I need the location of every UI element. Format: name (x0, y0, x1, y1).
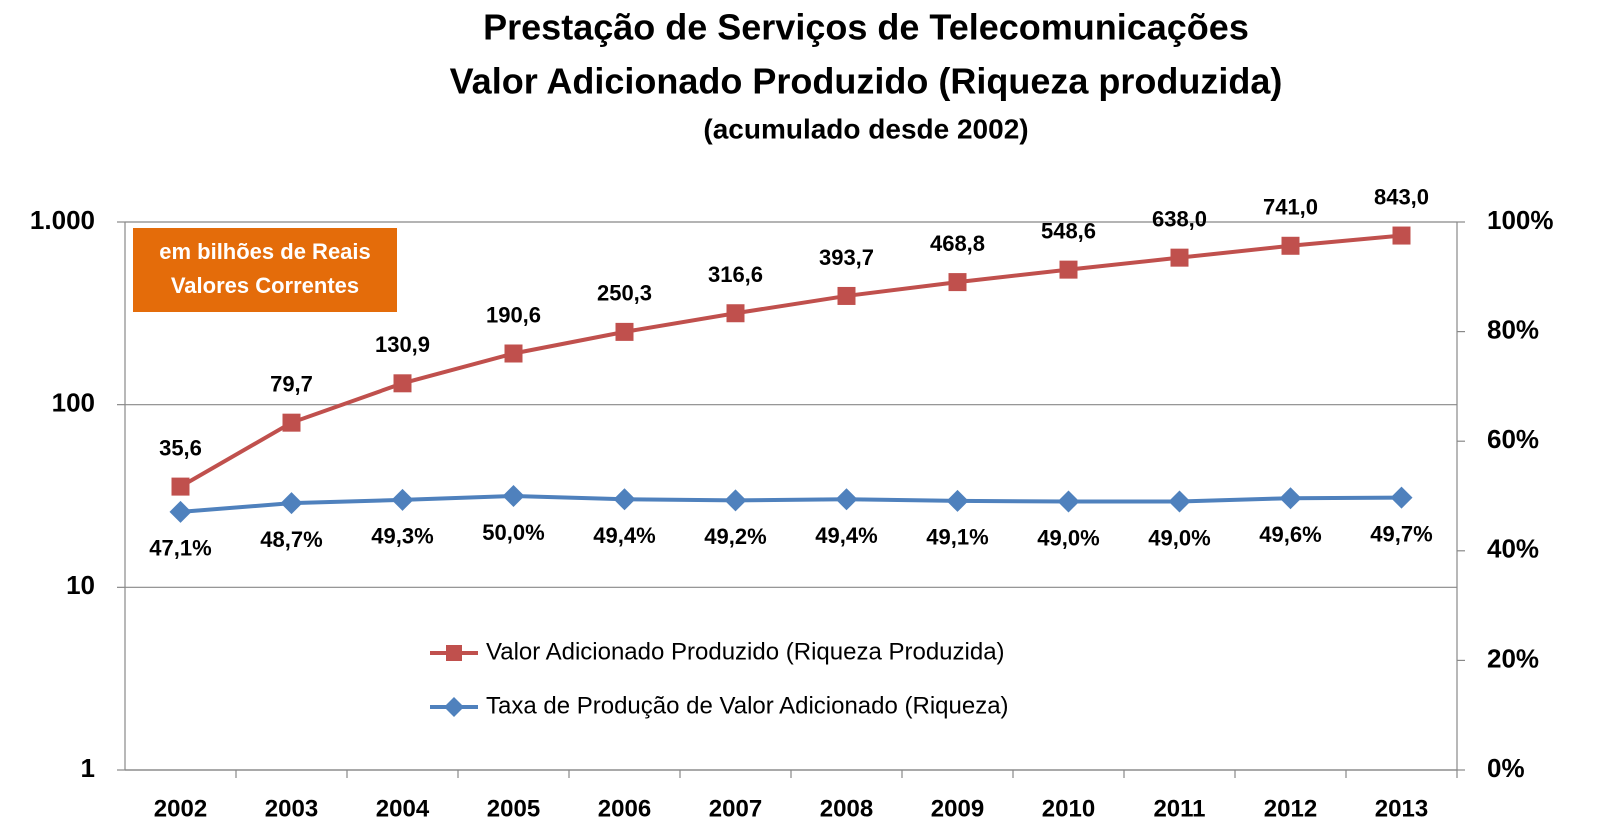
data-point (1057, 490, 1080, 513)
data-point (1168, 490, 1191, 513)
data-label: 741,0 (1263, 195, 1318, 220)
data-label: 47,1% (149, 536, 211, 561)
data-label: 843,0 (1374, 184, 1429, 209)
y2-tick-label: 0% (1487, 753, 1525, 783)
data-label: 49,7% (1370, 521, 1432, 546)
data-label: 48,7% (260, 527, 322, 552)
data-label: 79,7 (270, 371, 313, 396)
data-label: 49,0% (1037, 525, 1099, 550)
data-point (724, 489, 747, 512)
x-tick-label: 2006 (598, 795, 651, 822)
data-point (726, 304, 745, 323)
y2-tick-label: 20% (1487, 643, 1539, 673)
data-point (391, 488, 414, 511)
chart-subtitle: Valor Adicionado Produzido (Riqueza prod… (450, 61, 1283, 102)
series-line (179, 233, 1402, 489)
data-point (1279, 487, 1302, 510)
x-tick-label: 2013 (1375, 795, 1428, 822)
data-point (171, 477, 190, 496)
data-point (613, 488, 636, 511)
x-tick-label: 2003 (265, 795, 318, 822)
chart-note: (acumulado desde 2002) (703, 113, 1028, 144)
annotation: Valores Correntes (171, 273, 359, 298)
annotation: em bilhões de Reais (159, 239, 371, 264)
data-label: 49,4% (593, 523, 655, 548)
data-point (837, 286, 856, 305)
annotation-box (133, 228, 397, 312)
data-point (1392, 226, 1411, 245)
data-point (1390, 486, 1413, 509)
series-line (180, 493, 1402, 514)
data-point (835, 488, 858, 511)
data-point (280, 492, 303, 515)
data-point (1059, 260, 1078, 279)
y2-tick-label: 40% (1487, 534, 1539, 564)
legend-label: Valor Adicionado Produzido (Riqueza Prod… (486, 638, 1005, 665)
data-point (502, 485, 525, 507)
data-label: 316,6 (708, 262, 763, 287)
data-point (1281, 236, 1300, 255)
legend-label: Taxa de Produção de Valor Adicionado (Ri… (486, 692, 1009, 719)
data-label: 638,0 (1152, 206, 1207, 231)
data-point (282, 413, 301, 432)
x-tick-label: 2007 (709, 795, 762, 822)
data-label: 393,7 (819, 245, 874, 270)
x-tick-label: 2008 (820, 795, 873, 822)
data-label: 49,2% (704, 524, 766, 549)
y-tick-label: 1.000 (30, 205, 95, 235)
data-point (393, 374, 412, 393)
data-label: 49,3% (371, 524, 433, 549)
data-label: 49,0% (1148, 525, 1210, 550)
x-tick-label: 2012 (1264, 795, 1317, 822)
data-label: 190,6 (486, 302, 541, 327)
x-tick-label: 2002 (154, 795, 207, 822)
data-label: 250,3 (597, 281, 652, 306)
data-label: 50,0% (482, 520, 544, 545)
data-label: 35,6 (159, 435, 202, 460)
x-tick-label: 2009 (931, 795, 984, 822)
x-tick-label: 2004 (376, 795, 430, 822)
data-point (1170, 248, 1189, 267)
y2-tick-label: 80% (1487, 314, 1539, 344)
data-label: 49,4% (815, 523, 877, 548)
data-point (504, 344, 523, 363)
data-label: 49,6% (1259, 522, 1321, 547)
y-tick-label: 1 (81, 753, 95, 783)
y-tick-label: 100 (52, 388, 95, 418)
y2-tick-label: 100% (1487, 205, 1554, 235)
legend-marker (444, 697, 464, 717)
y2-tick-label: 60% (1487, 424, 1539, 454)
data-label: 548,6 (1041, 218, 1096, 243)
data-label: 468,8 (930, 231, 985, 256)
chart-title: Prestação de Serviços de Telecomunicaçõe… (483, 7, 1249, 48)
x-tick-label: 2010 (1042, 795, 1095, 822)
data-point (948, 273, 967, 292)
legend-marker (446, 645, 462, 661)
y-tick-label: 10 (66, 570, 95, 600)
data-point (615, 322, 634, 341)
x-tick-label: 2011 (1153, 795, 1205, 822)
data-label: 130,9 (375, 332, 430, 357)
x-tick-label: 2005 (487, 795, 540, 822)
data-point (169, 500, 192, 523)
data-label: 49,1% (926, 525, 988, 550)
data-point (946, 489, 969, 512)
